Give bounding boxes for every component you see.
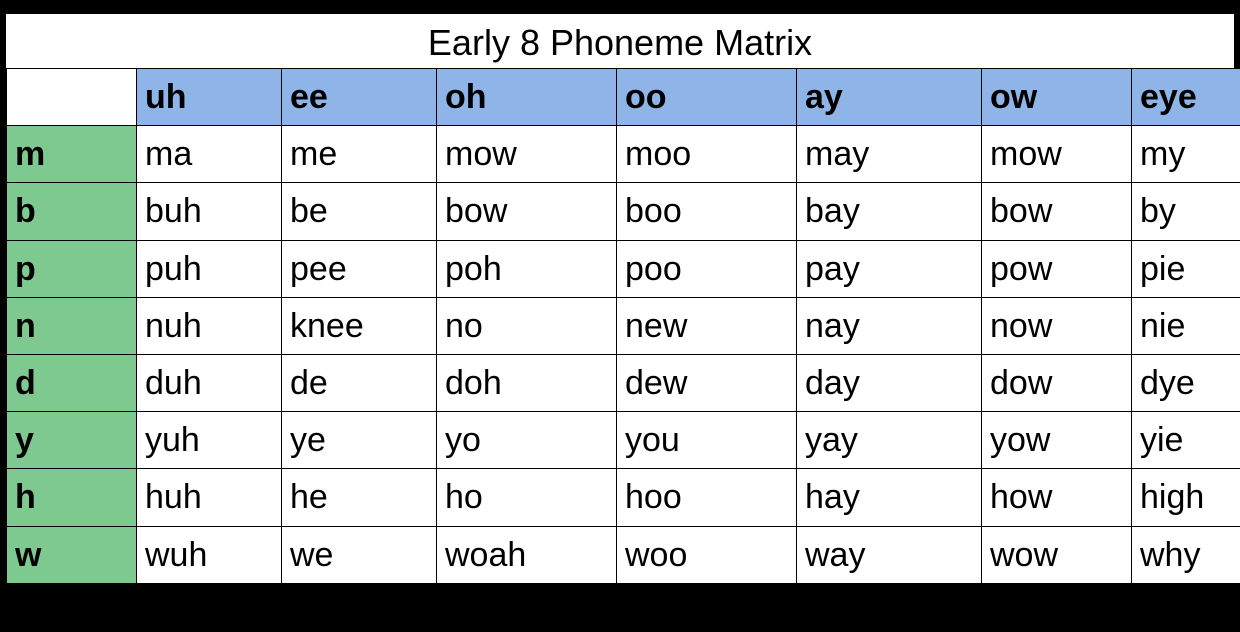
page-title: Early 8 Phoneme Matrix	[6, 14, 1234, 68]
phoneme-cell: we	[282, 526, 437, 583]
table-row: dduhdedohdewdaydowdye	[7, 354, 1240, 411]
phoneme-cell: yie	[1132, 412, 1240, 469]
phoneme-cell: by	[1132, 183, 1240, 240]
phoneme-cell: bow	[437, 183, 617, 240]
table-row: mmamemowmoomaymowmy	[7, 126, 1240, 183]
phoneme-cell: nuh	[137, 297, 282, 354]
phoneme-cell: yo	[437, 412, 617, 469]
column-header: oh	[437, 69, 617, 126]
phoneme-cell: doh	[437, 354, 617, 411]
phoneme-cell: ho	[437, 469, 617, 526]
phoneme-cell: hoo	[617, 469, 797, 526]
row-header: y	[7, 412, 137, 469]
corner-cell	[7, 69, 137, 126]
phoneme-cell: duh	[137, 354, 282, 411]
phoneme-cell: high	[1132, 469, 1240, 526]
phoneme-cell: may	[797, 126, 982, 183]
row-header: b	[7, 183, 137, 240]
phoneme-cell: woo	[617, 526, 797, 583]
phoneme-cell: nay	[797, 297, 982, 354]
phoneme-cell: day	[797, 354, 982, 411]
phoneme-cell: yow	[982, 412, 1132, 469]
phoneme-cell: ma	[137, 126, 282, 183]
phoneme-cell: huh	[137, 469, 282, 526]
phoneme-cell: poh	[437, 240, 617, 297]
table-row: nnuhkneenonewnaynownie	[7, 297, 1240, 354]
phoneme-cell: puh	[137, 240, 282, 297]
phoneme-cell: poo	[617, 240, 797, 297]
column-header-row: uh ee oh oo ay ow eye	[7, 69, 1240, 126]
phoneme-cell: how	[982, 469, 1132, 526]
phoneme-cell: buh	[137, 183, 282, 240]
column-header: ee	[282, 69, 437, 126]
phoneme-cell: de	[282, 354, 437, 411]
phoneme-cell: boo	[617, 183, 797, 240]
phoneme-cell: mow	[437, 126, 617, 183]
phoneme-cell: bay	[797, 183, 982, 240]
phoneme-cell: moo	[617, 126, 797, 183]
phoneme-cell: dye	[1132, 354, 1240, 411]
phoneme-cell: new	[617, 297, 797, 354]
phoneme-cell: wow	[982, 526, 1132, 583]
phoneme-cell: pie	[1132, 240, 1240, 297]
column-header: eye	[1132, 69, 1240, 126]
phoneme-cell: now	[982, 297, 1132, 354]
phoneme-table: uh ee oh oo ay ow eye mmamemowmoomaymowm…	[6, 68, 1240, 584]
phoneme-cell: me	[282, 126, 437, 183]
phoneme-cell: wuh	[137, 526, 282, 583]
table-row: hhuhhehohoohayhowhigh	[7, 469, 1240, 526]
phoneme-cell: dew	[617, 354, 797, 411]
matrix-sheet: Early 8 Phoneme Matrix uh ee oh oo ay ow…	[4, 12, 1236, 586]
row-header: w	[7, 526, 137, 583]
column-header: ow	[982, 69, 1132, 126]
phoneme-cell: you	[617, 412, 797, 469]
phoneme-cell: hay	[797, 469, 982, 526]
phoneme-cell: yuh	[137, 412, 282, 469]
row-header: d	[7, 354, 137, 411]
phoneme-cell: knee	[282, 297, 437, 354]
phoneme-cell: bow	[982, 183, 1132, 240]
phoneme-cell: yay	[797, 412, 982, 469]
phoneme-cell: mow	[982, 126, 1132, 183]
column-header: oo	[617, 69, 797, 126]
phoneme-cell: my	[1132, 126, 1240, 183]
row-header: p	[7, 240, 137, 297]
column-header: uh	[137, 69, 282, 126]
row-header: h	[7, 469, 137, 526]
phoneme-cell: pee	[282, 240, 437, 297]
phoneme-cell: why	[1132, 526, 1240, 583]
table-row: bbuhbebowboobaybowby	[7, 183, 1240, 240]
phoneme-cell: no	[437, 297, 617, 354]
phoneme-cell: dow	[982, 354, 1132, 411]
table-row: ppuhpeepohpoopaypowpie	[7, 240, 1240, 297]
phoneme-cell: way	[797, 526, 982, 583]
phoneme-cell: woah	[437, 526, 617, 583]
phoneme-cell: ye	[282, 412, 437, 469]
column-header: ay	[797, 69, 982, 126]
phoneme-cell: pay	[797, 240, 982, 297]
table-row: wwuhwewoahwoowaywowwhy	[7, 526, 1240, 583]
phoneme-cell: he	[282, 469, 437, 526]
row-header: m	[7, 126, 137, 183]
phoneme-cell: pow	[982, 240, 1132, 297]
phoneme-cell: be	[282, 183, 437, 240]
row-header: n	[7, 297, 137, 354]
phoneme-cell: nie	[1132, 297, 1240, 354]
table-row: yyuhyeyoyouyayyowyie	[7, 412, 1240, 469]
